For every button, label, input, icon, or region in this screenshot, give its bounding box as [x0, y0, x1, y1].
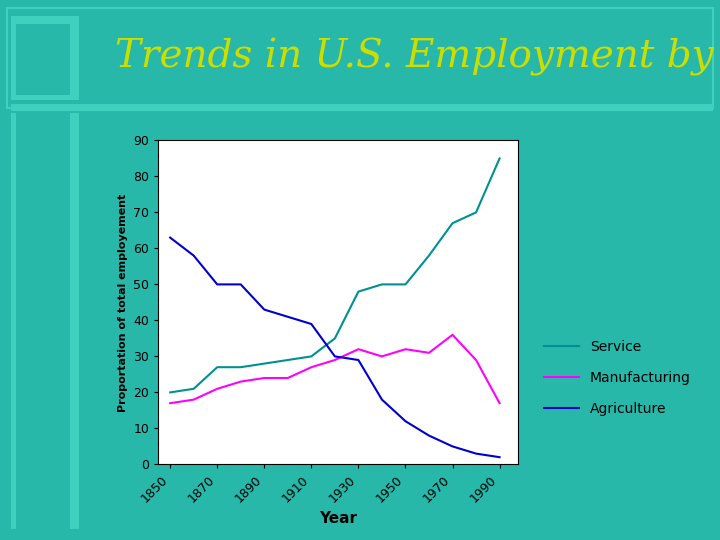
X-axis label: Year: Year: [320, 511, 357, 526]
Text: Trends in U.S. Employment by Sector: Trends in U.S. Employment by Sector: [115, 38, 720, 76]
Legend: Service, Manufacturing, Agriculture: Service, Manufacturing, Agriculture: [539, 335, 696, 421]
Y-axis label: Proportation of total employement: Proportation of total employement: [118, 193, 128, 411]
